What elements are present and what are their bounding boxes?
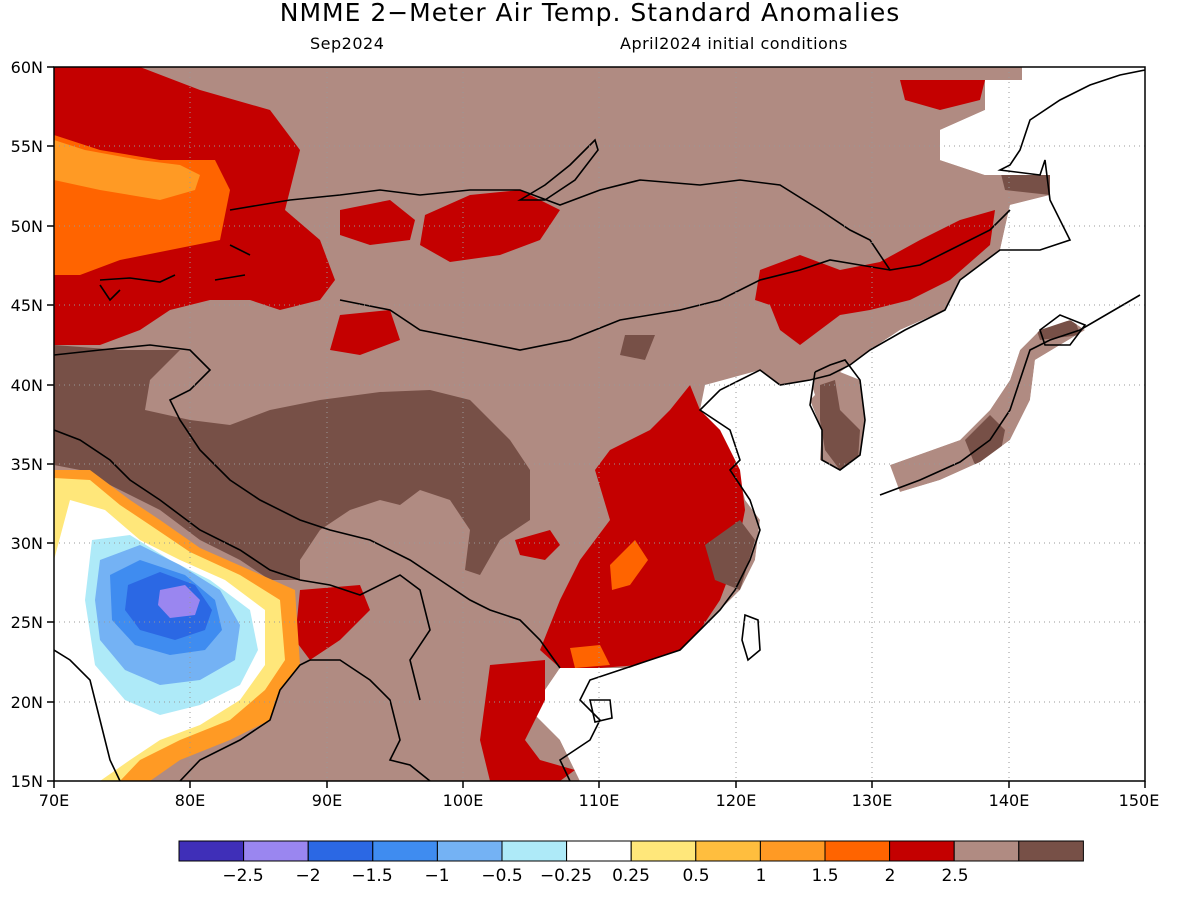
red-dzungaria xyxy=(340,200,415,245)
colorbar-label: −0.25 xyxy=(540,866,592,886)
red-burma xyxy=(295,585,370,660)
india-purple xyxy=(158,585,200,618)
colorbar-label: 1 xyxy=(756,866,767,886)
colorbar-swatch xyxy=(436,840,503,862)
brown-yangtze xyxy=(705,520,755,590)
colorbar-swatch xyxy=(759,840,826,862)
orange-south-china-2 xyxy=(570,645,610,668)
colorbar-label: 1.5 xyxy=(811,866,838,886)
lon-label: 130E xyxy=(852,791,893,810)
brown-small xyxy=(620,335,655,360)
lon-label: 80E xyxy=(175,791,205,810)
colorbar-swatch xyxy=(630,840,697,862)
lat-label: 60N xyxy=(11,58,43,77)
lon-label: 90E xyxy=(312,791,342,810)
ocean-east xyxy=(840,67,1145,480)
colorbar-label: −1 xyxy=(424,866,449,886)
yellow-sea xyxy=(705,370,815,460)
colorbar-swatch xyxy=(307,840,374,862)
lat-label: 30N xyxy=(11,534,43,553)
india-coast xyxy=(54,649,311,781)
colorbar-label: 0.5 xyxy=(682,866,709,886)
lat-label: 20N xyxy=(11,693,43,712)
lake-baikal xyxy=(517,138,599,201)
colorbar-swatch xyxy=(695,840,761,862)
himalaya-border xyxy=(54,429,431,701)
lon-label: 110E xyxy=(579,791,620,810)
colorbar-swatch xyxy=(1018,840,1084,862)
colorbar-swatch xyxy=(501,840,568,862)
lon-labels: 70E 80E 90E 100E 110E 120E 130E 140E 150… xyxy=(39,791,1160,810)
lake-balkhash xyxy=(214,244,251,281)
bay-bengal-coast xyxy=(310,659,431,781)
colorbar-label: −2 xyxy=(295,866,320,886)
colorbar-labels: −2.5 −2 −1.5 −1 −0.5 −0.25 0.25 0.5 1 1.… xyxy=(222,866,968,886)
orange-light xyxy=(54,140,200,200)
colorbar-swatch xyxy=(566,840,632,862)
colorbar-label: −0.5 xyxy=(481,866,522,886)
china-north-border xyxy=(229,179,1011,271)
colorbar-label: −2.5 xyxy=(222,866,263,886)
colorbar-swatch xyxy=(824,840,891,862)
brown-korea xyxy=(820,380,860,470)
colorbar-label: 0.25 xyxy=(612,866,650,886)
orange-south-china xyxy=(610,540,648,590)
taiwan-coast xyxy=(741,613,761,662)
map-title: NMME 2−Meter Air Temp. Standard Anomalie… xyxy=(279,0,901,27)
japan-land xyxy=(890,320,1085,492)
coastlines xyxy=(54,69,1145,781)
hainan-coast xyxy=(588,699,613,723)
caspian-north xyxy=(99,274,176,302)
lon-label: 150E xyxy=(1119,791,1160,810)
red-northeast xyxy=(755,210,995,345)
red-far-northeast xyxy=(900,80,985,110)
brown-tibet xyxy=(54,345,530,580)
lat-labels: 60N 55N 50N 45N 40N 35N 30N 25N 20N 15N xyxy=(11,58,43,791)
colorbar-swatch xyxy=(178,840,245,862)
colorbar-swatch xyxy=(243,840,309,862)
red-tarim xyxy=(330,310,400,355)
colorbar-label: 2.5 xyxy=(941,866,968,886)
lat-label: 50N xyxy=(11,217,43,236)
japan-coast xyxy=(879,294,1141,496)
central-asia-border xyxy=(54,344,561,669)
colorbar-label: 2 xyxy=(885,866,896,886)
red-southeast-coast xyxy=(515,530,560,560)
colorbar-swatch xyxy=(889,840,955,862)
lon-label: 70E xyxy=(39,791,69,810)
colorbar xyxy=(178,840,1084,862)
initial-conditions: April2024 initial conditions xyxy=(620,34,848,53)
forecast-month: Sep2024 xyxy=(310,34,385,53)
graticule xyxy=(54,67,1145,781)
hokkaido-coast xyxy=(1039,314,1087,346)
red-indochina xyxy=(480,660,575,781)
colorbar-swatch xyxy=(372,840,438,862)
lat-label: 45N xyxy=(11,296,43,315)
brown-sakhalin xyxy=(1000,170,1050,195)
lat-label: 15N xyxy=(11,772,43,791)
red-south-china xyxy=(540,385,745,668)
lat-label: 55N xyxy=(11,137,43,156)
lon-label: 140E xyxy=(989,791,1030,810)
map-field xyxy=(54,67,1145,781)
lat-label: 25N xyxy=(11,613,43,632)
axis-ticks xyxy=(47,66,1146,788)
lon-label: 100E xyxy=(443,791,484,810)
east-asia-coast xyxy=(558,69,1145,781)
colorbar-label: −1.5 xyxy=(351,866,392,886)
lat-label: 40N xyxy=(11,376,43,395)
china-mongolia-border xyxy=(339,259,891,351)
colorbar-swatch xyxy=(953,840,1020,862)
lat-label: 35N xyxy=(11,455,43,474)
lon-label: 120E xyxy=(716,791,757,810)
ocean-south xyxy=(545,300,1145,781)
korea-coast xyxy=(809,359,866,471)
